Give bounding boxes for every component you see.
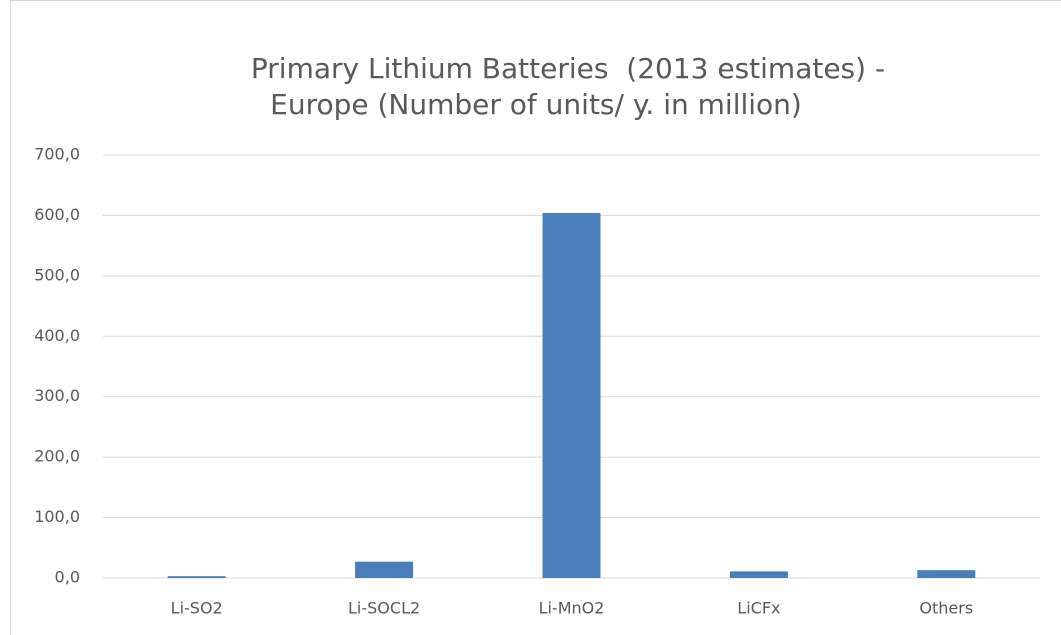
y-tick-label: 700,0 (34, 145, 80, 164)
y-tick-label: 600,0 (34, 205, 80, 224)
y-tick-label: 200,0 (34, 447, 80, 466)
bar (355, 561, 414, 578)
chart-frame (10, 0, 1061, 635)
x-tick-label: Others (919, 599, 973, 618)
y-tick-label: 500,0 (34, 265, 80, 284)
chart-title: Europe (Number of units/ y. in million) (270, 88, 802, 121)
y-tick-label: 0,0 (55, 568, 80, 587)
y-tick-label: 100,0 (34, 507, 80, 526)
bar (729, 571, 788, 578)
x-tick-label: Li-MnO2 (539, 599, 605, 618)
x-tick-label: Li-SO2 (171, 599, 223, 618)
y-tick-label: 300,0 (34, 386, 80, 405)
chart-title: Primary Lithium Batteries (2013 estimate… (251, 52, 885, 85)
bar (917, 570, 976, 578)
bar (542, 213, 601, 579)
y-tick-label: 400,0 (34, 326, 80, 345)
x-tick-label: LiCFx (737, 599, 780, 618)
x-tick-label: Li-SOCL2 (348, 599, 420, 618)
bar (167, 576, 226, 578)
